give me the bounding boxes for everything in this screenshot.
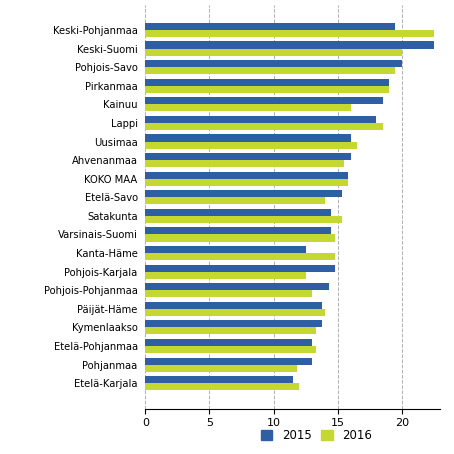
Legend: 2015, 2016: 2015, 2016 bbox=[256, 424, 377, 447]
Bar bbox=[145, 49, 402, 56]
Bar bbox=[145, 190, 341, 197]
Bar bbox=[145, 116, 376, 123]
Bar bbox=[145, 142, 357, 148]
Bar bbox=[145, 41, 434, 49]
Bar bbox=[145, 67, 395, 74]
Bar bbox=[145, 104, 350, 111]
Bar bbox=[145, 234, 335, 242]
Bar bbox=[145, 216, 341, 223]
Bar bbox=[145, 30, 434, 37]
Bar bbox=[145, 179, 348, 186]
Bar bbox=[145, 172, 348, 179]
Bar bbox=[145, 383, 299, 390]
Bar bbox=[145, 309, 325, 316]
Bar bbox=[145, 246, 306, 253]
Bar bbox=[145, 209, 331, 216]
Bar bbox=[145, 23, 395, 30]
Bar bbox=[145, 357, 312, 365]
Bar bbox=[145, 153, 350, 160]
Bar bbox=[145, 227, 331, 234]
Bar bbox=[145, 302, 322, 309]
Bar bbox=[145, 327, 316, 335]
Bar bbox=[145, 86, 389, 93]
Bar bbox=[145, 160, 344, 167]
Bar bbox=[145, 134, 350, 142]
Bar bbox=[145, 253, 335, 260]
Bar bbox=[145, 123, 383, 130]
Bar bbox=[145, 321, 322, 327]
Bar bbox=[145, 97, 383, 104]
Bar bbox=[145, 365, 296, 372]
Bar bbox=[145, 346, 316, 353]
Bar bbox=[145, 197, 325, 204]
Bar bbox=[145, 271, 306, 279]
Bar bbox=[145, 60, 402, 67]
Bar bbox=[145, 283, 329, 290]
Bar bbox=[145, 339, 312, 346]
Bar bbox=[145, 79, 389, 86]
Bar bbox=[145, 265, 335, 271]
Bar bbox=[145, 290, 312, 297]
Bar bbox=[145, 376, 293, 383]
